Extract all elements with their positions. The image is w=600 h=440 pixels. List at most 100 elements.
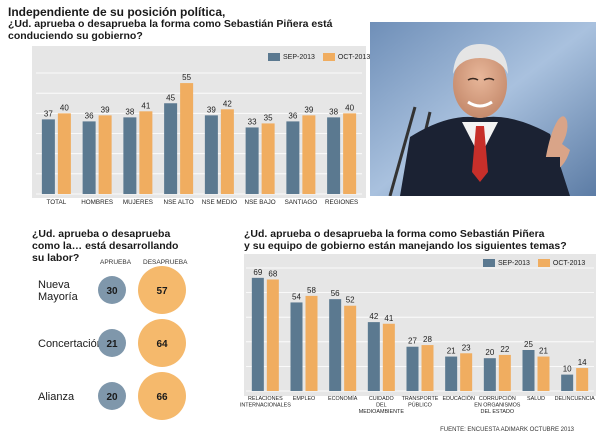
party-label: Nueva xyxy=(38,279,71,291)
category-label: MEDIOAMBIENTE xyxy=(359,409,405,415)
party-label: Alianza xyxy=(38,391,75,403)
legend-sep-swatch xyxy=(268,53,280,61)
data-label: 55 xyxy=(182,73,191,82)
top-title-line2: ¿Ud. aprueba o desaprueba la forma como … xyxy=(8,18,333,30)
bar-sep xyxy=(406,346,419,391)
data-label: 42 xyxy=(369,312,378,321)
category-label: NSE ALTO xyxy=(164,199,194,206)
data-label: 38 xyxy=(329,107,338,116)
bottom-left-title: ¿Ud. aprueba o desaprueba como la… está … xyxy=(32,228,232,264)
desaprueba-circle xyxy=(138,319,186,367)
category-label: TRANSPORTE xyxy=(402,396,439,402)
data-label: 40 xyxy=(345,103,354,112)
category-label: INTERNACIONALES xyxy=(240,403,291,409)
bar-oct xyxy=(139,111,153,194)
data-label: 36 xyxy=(85,111,94,120)
legend-oct-label: OCT-2013 xyxy=(337,53,371,61)
top-chart-panel: 37 40 TOTAL 36 39 HOMBRES 38 41 MUJERES 45 55 NSE A… xyxy=(32,46,366,206)
aprueba-circle xyxy=(98,382,126,410)
aprueba-value: 30 xyxy=(106,286,118,297)
data-label: 40 xyxy=(60,103,69,112)
bar-sep xyxy=(522,350,535,391)
aprueba-value: 21 xyxy=(106,339,118,350)
legend2-sep: SEP-2013 xyxy=(483,259,530,267)
bl-header-desaprueba: DESAPRUEBA xyxy=(143,259,188,266)
bar-sep xyxy=(561,374,574,391)
bottom-right-title-line2: y su equipo de gobierno están manejando … xyxy=(244,240,567,252)
legend-oct: OCT-2013 xyxy=(322,53,371,61)
legend2-oct-label: OCT-2013 xyxy=(552,259,586,267)
data-label: 10 xyxy=(563,365,572,374)
bar-sep xyxy=(445,356,458,391)
data-label: 52 xyxy=(346,296,355,305)
bar-sep xyxy=(164,103,178,194)
bar-oct xyxy=(57,113,71,194)
bar-oct xyxy=(382,323,395,391)
source-note: FUENTE: ENCUESTA ADIMARK OCTUBRE 2013 xyxy=(440,427,574,433)
desaprueba-circle xyxy=(138,266,186,314)
category-label: CORRUPCIÓN xyxy=(479,395,516,402)
top-title: Independiente de su posición política, ¿… xyxy=(8,6,368,42)
bar-oct xyxy=(220,109,234,194)
category-label: MUJERES xyxy=(123,199,153,206)
legend-sep-label: SEP-2013 xyxy=(283,53,315,61)
category-label: TOTAL xyxy=(47,199,67,206)
category-label: PÚBLICO xyxy=(408,402,432,409)
aprueba-value: 20 xyxy=(106,392,118,403)
data-label: 56 xyxy=(331,289,340,298)
party-label: Mayoría xyxy=(38,291,79,303)
data-label: 42 xyxy=(223,99,232,108)
data-label: 23 xyxy=(462,343,471,352)
data-label: 54 xyxy=(292,292,301,301)
bar-sep xyxy=(290,302,303,391)
bar-oct xyxy=(344,305,357,391)
bar-oct xyxy=(421,345,434,391)
top-chart: 37 40 TOTAL 36 39 HOMBRES 38 41 MUJERES 45 55 NSE A… xyxy=(36,72,362,206)
pinera-photo xyxy=(370,22,596,196)
legend2-oct-swatch xyxy=(537,259,550,267)
party-label: Concertación xyxy=(38,338,103,350)
bottom-chart-legend: SEP-2013 OCT-2013 xyxy=(483,259,585,267)
legend2-sep-label: SEP-2013 xyxy=(498,259,530,267)
legend2-oct: OCT-2013 xyxy=(537,259,586,267)
bar-oct xyxy=(180,83,194,194)
bar-oct xyxy=(266,279,279,391)
data-label: 38 xyxy=(125,107,134,116)
data-label: 68 xyxy=(268,269,277,278)
category-label: RELACIONES xyxy=(248,396,283,402)
bar-oct xyxy=(460,353,473,391)
category-label: ECONOMÍA xyxy=(328,395,358,402)
data-label: 58 xyxy=(307,286,316,295)
category-label: SANTIAGO xyxy=(285,199,318,206)
data-label: 69 xyxy=(253,268,262,277)
bottom-right-title: ¿Ud. aprueba o desaprueba la forma como … xyxy=(244,228,594,252)
bottom-left-title-line3: su labor? xyxy=(32,252,80,264)
data-label: 36 xyxy=(288,111,297,120)
category-label: EDUCACIÓN xyxy=(442,395,474,402)
top-chart-legend: SEP-2013 OCT-2013 xyxy=(268,53,370,61)
pinera-photo-illustration xyxy=(370,22,596,196)
data-label: 35 xyxy=(264,113,273,122)
bar-oct xyxy=(261,123,275,194)
data-label: 41 xyxy=(384,314,393,323)
bar-sep xyxy=(245,127,259,194)
bar-sep xyxy=(329,299,342,391)
bar-oct xyxy=(537,356,550,391)
desaprueba-value: 57 xyxy=(156,286,168,297)
data-label: 20 xyxy=(485,348,494,357)
bar-sep xyxy=(41,119,55,194)
data-label: 45 xyxy=(166,93,175,102)
category-label: HOMBRES xyxy=(81,199,113,206)
category-label: NSE BAJO xyxy=(245,199,276,206)
top-title-line1: Independiente de su posición política, xyxy=(8,5,226,19)
legend-oct-swatch xyxy=(322,53,335,61)
bar-oct xyxy=(98,115,112,194)
legend-sep: SEP-2013 xyxy=(268,53,315,61)
data-label: 21 xyxy=(539,347,548,356)
category-label: CUIDADO xyxy=(369,396,394,402)
top-title-line3: conduciendo su gobierno? xyxy=(8,30,143,42)
data-label: 39 xyxy=(101,105,110,114)
data-label: 25 xyxy=(524,340,533,349)
data-label: 41 xyxy=(141,101,150,110)
